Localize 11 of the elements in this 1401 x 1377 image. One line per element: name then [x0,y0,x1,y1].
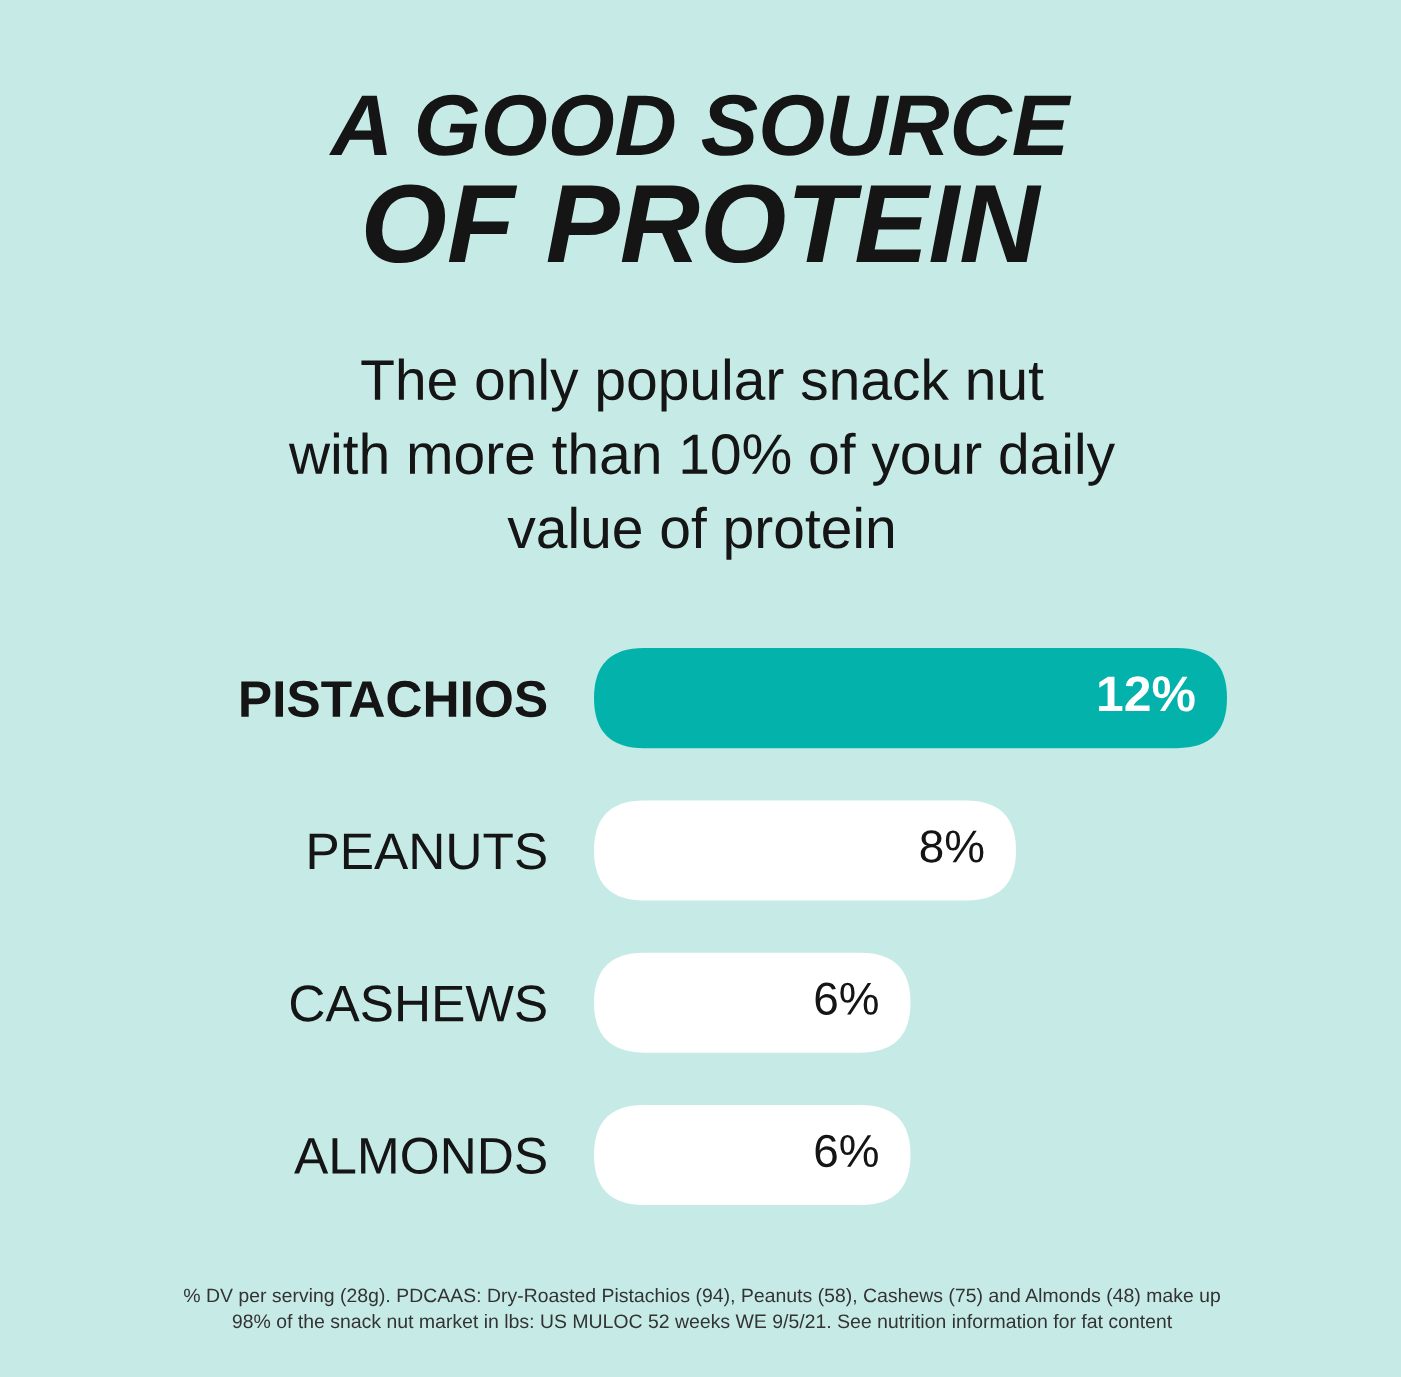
data-label: 12% [1099,676,1195,712]
chart-title: A GOOD SOURCE OF PROTEIN [329,94,1072,264]
data-label: 6% [815,1134,878,1168]
text: % DV per serving (28g). PDCAAS: Dry-Roasted Pistachios (94), Peanuts (58), Cashews (75) and Almonds (48) make up 98% of the snack nut market in lbs: US MULOC 52 weeks WE 9/5/21. See nutrition information for fat content [183,1288,1220,1329]
y-tick-label: ALMONDS [294,1137,546,1174]
data-label: 8% [920,830,984,863]
chart-subtitle: The only popular snack nut with more than 10% of your daily value of protein [288,358,1115,560]
y-tick-label: PISTACHIOS [241,680,547,718]
y-tick-label: CASHEWS [290,985,546,1022]
y-tick-label: PEANUTS [309,833,546,870]
data-label: 6% [815,982,878,1015]
